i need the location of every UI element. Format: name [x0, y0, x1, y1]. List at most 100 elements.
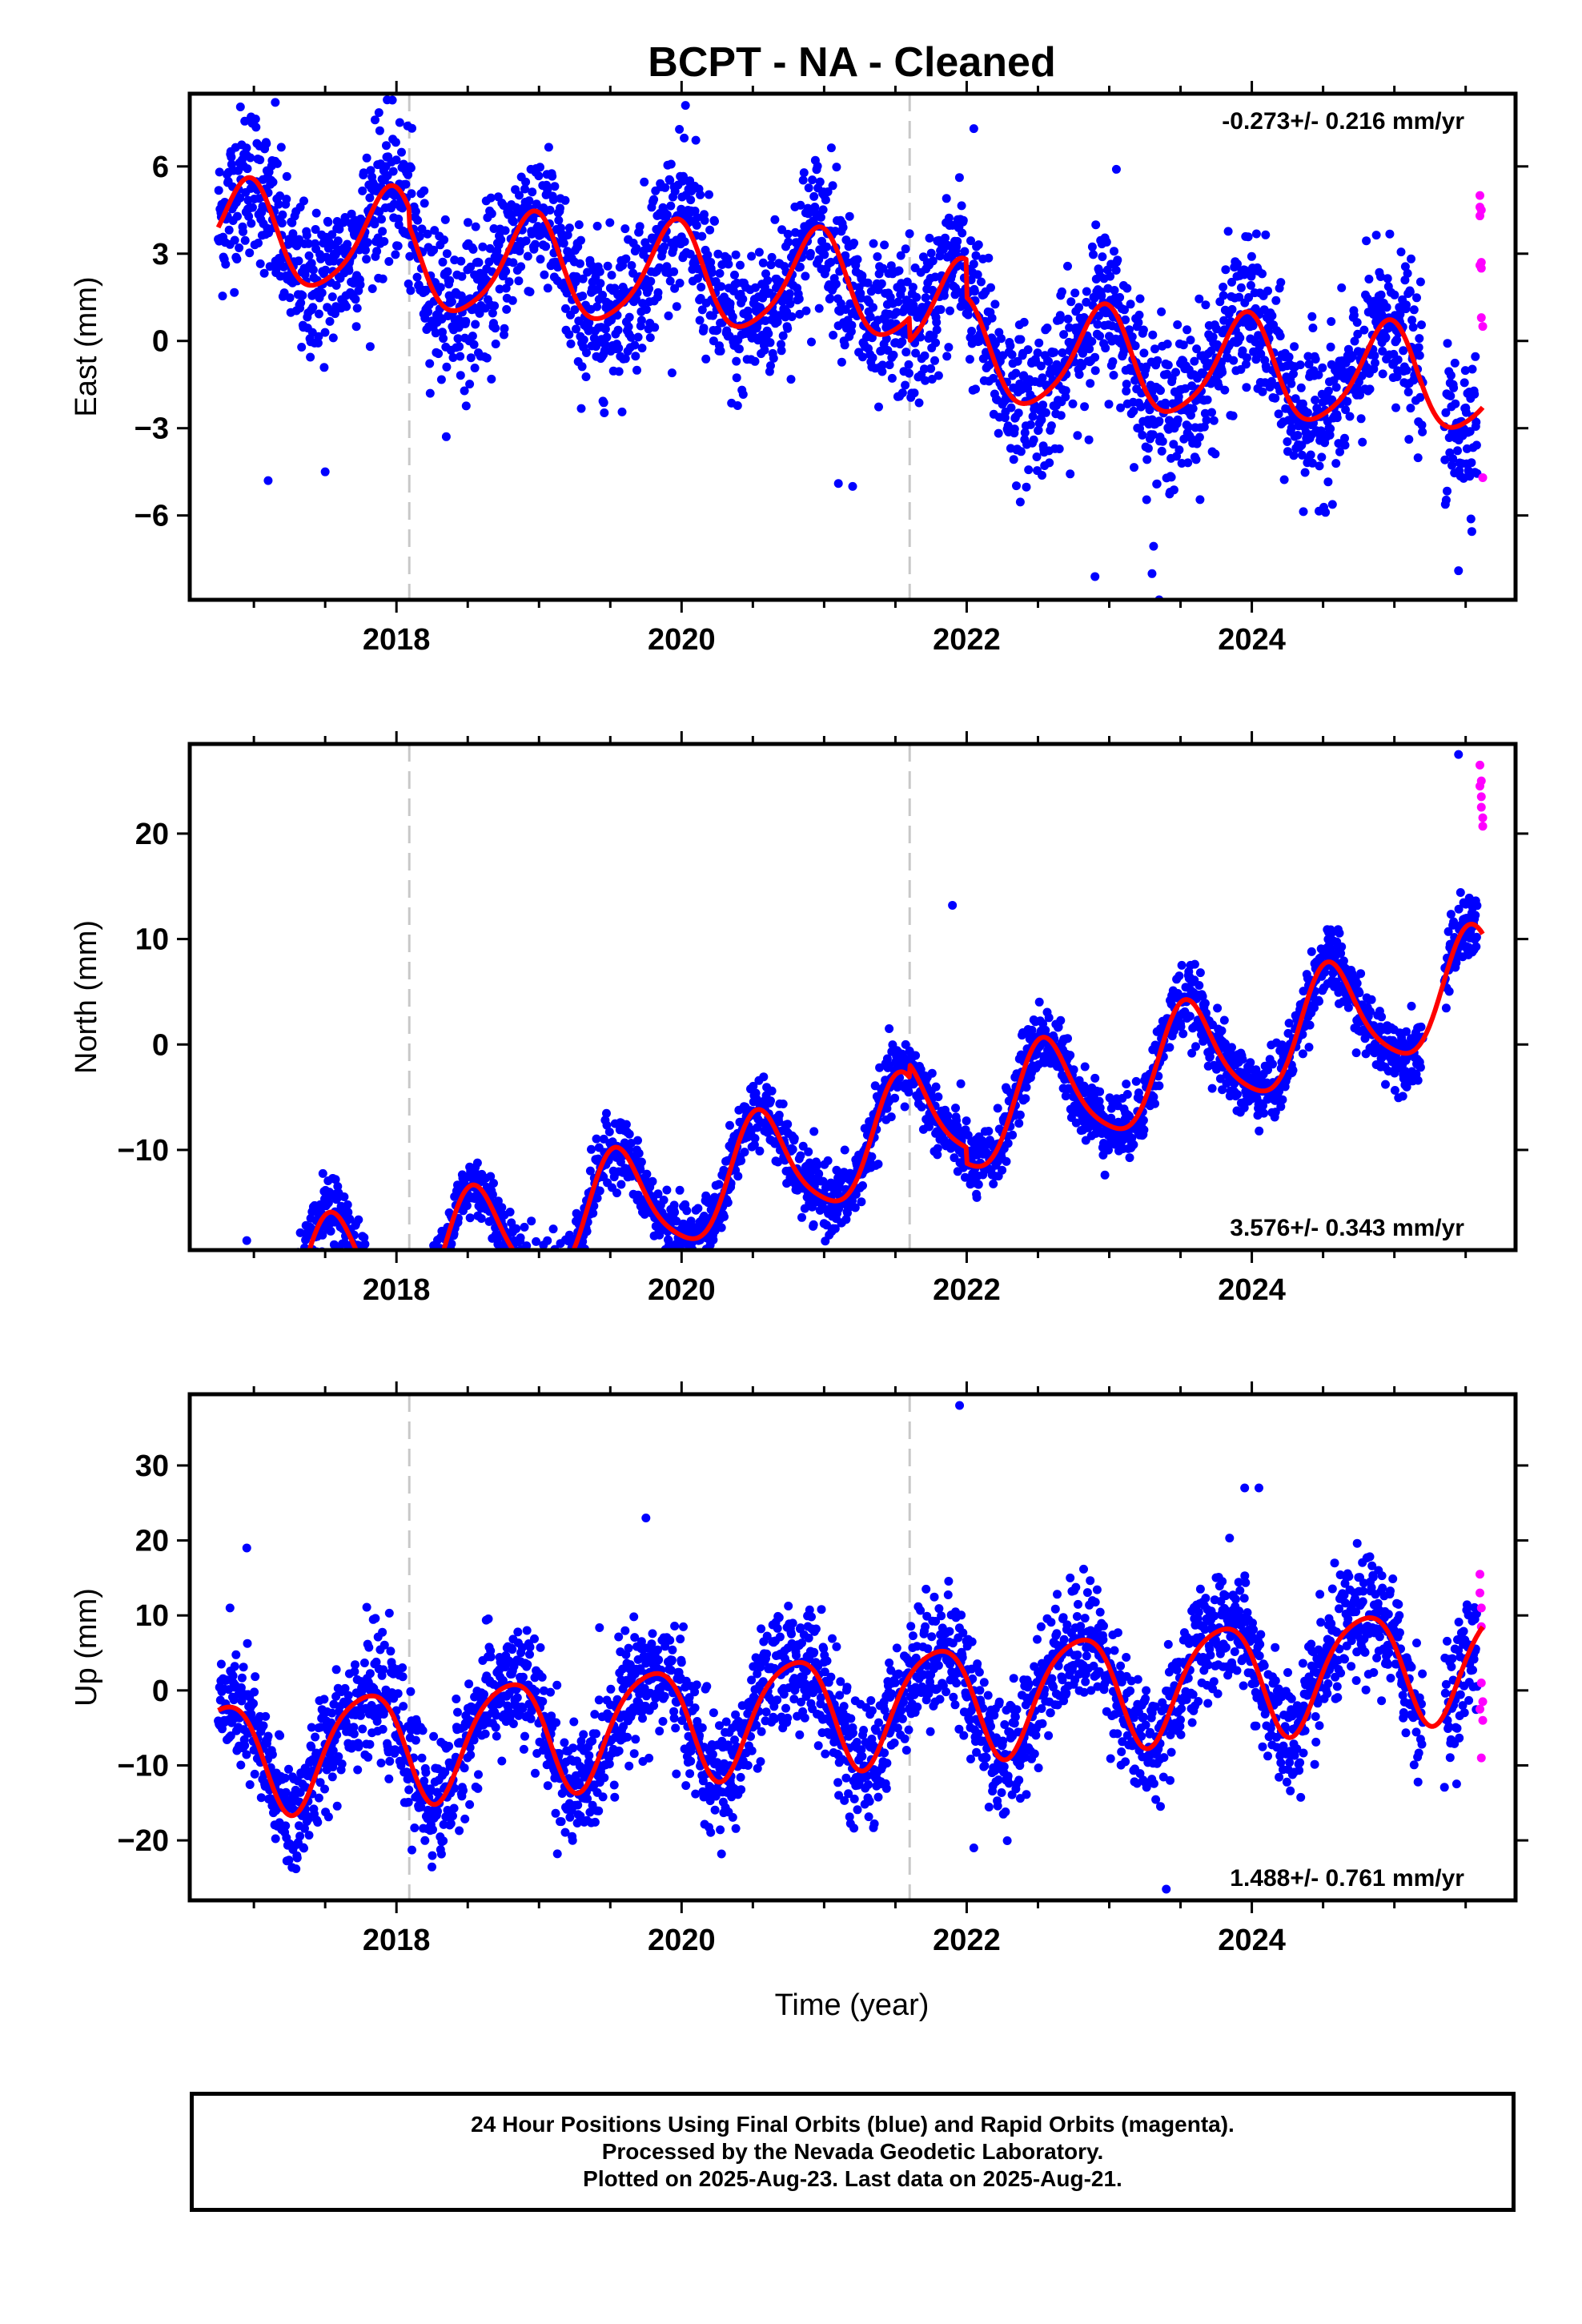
final-orbit-point [491, 340, 500, 348]
final-orbit-point [566, 1264, 575, 1273]
final-orbit-point [829, 331, 838, 340]
final-orbit-point [1407, 254, 1415, 263]
final-orbit-point [1371, 231, 1381, 240]
final-orbit-point [750, 356, 760, 366]
final-orbit-point [1122, 380, 1131, 389]
final-orbit-point [972, 1192, 982, 1202]
final-orbit-point [528, 1273, 537, 1281]
final-orbit-point [1143, 444, 1153, 453]
final-orbit-point [1022, 482, 1031, 492]
final-orbit-point [428, 1312, 437, 1321]
final-orbit-point [693, 213, 702, 223]
final-orbit-point [1089, 250, 1098, 259]
final-orbit-point [841, 235, 851, 245]
final-orbit-point [260, 1380, 269, 1389]
y-tick-label: 6 [152, 151, 169, 184]
final-orbit-point [419, 1313, 428, 1322]
final-orbit-point [562, 1253, 571, 1262]
final-orbit-point [429, 245, 439, 255]
final-orbit-point [784, 237, 793, 247]
final-orbit-point [1417, 320, 1426, 330]
final-orbit-point [655, 263, 665, 272]
final-orbit-point [343, 1200, 352, 1209]
final-orbit-point [764, 329, 773, 339]
final-orbit-point [1134, 310, 1144, 320]
final-orbit-point [413, 215, 423, 225]
final-orbit-point [560, 1273, 568, 1281]
final-orbit-point [908, 283, 917, 292]
final-orbit-point [1382, 303, 1391, 312]
final-orbit-point [958, 228, 967, 238]
final-orbit-point [1021, 1094, 1030, 1104]
final-orbit-point [557, 1289, 566, 1298]
final-orbit-point [984, 1127, 994, 1136]
final-orbit-point [540, 1281, 549, 1289]
final-orbit-point [1352, 318, 1362, 328]
final-orbit-point [1126, 300, 1135, 309]
final-orbit-point [355, 280, 365, 289]
final-orbit-point [287, 1308, 296, 1317]
final-orbit-point [778, 1100, 788, 1108]
final-orbit-point [607, 271, 616, 280]
final-orbit-point [242, 143, 251, 153]
final-orbit-point [215, 1303, 223, 1312]
final-orbit-point [512, 1253, 521, 1262]
final-orbit-point [1139, 348, 1149, 358]
final-orbit-point [576, 235, 585, 245]
final-orbit-point [823, 1156, 833, 1165]
final-orbit-point [738, 295, 748, 304]
final-orbit-point [442, 362, 452, 372]
final-orbit-point [912, 292, 921, 302]
final-orbit-point [693, 1265, 701, 1273]
final-orbit-point [1127, 332, 1137, 341]
final-orbit-point [936, 305, 946, 314]
final-orbit-point [358, 186, 367, 195]
final-orbit-point [295, 1285, 303, 1294]
final-orbit-point [943, 1111, 953, 1120]
final-orbit-point [1027, 1025, 1037, 1035]
final-orbit-point [1093, 320, 1102, 329]
final-orbit-point [1263, 286, 1272, 296]
outlier-point [320, 467, 330, 476]
final-orbit-point [713, 325, 722, 335]
final-orbit-point [605, 218, 615, 227]
final-orbit-point [280, 1301, 289, 1310]
final-orbit-point [863, 278, 873, 287]
final-orbit-point [523, 1269, 532, 1277]
final-orbit-point [787, 312, 797, 321]
final-orbit-point [958, 215, 968, 225]
final-orbit-point [567, 1280, 576, 1289]
final-orbit-point [680, 133, 689, 143]
final-orbit-point [1061, 1092, 1070, 1101]
final-orbit-point [1108, 357, 1118, 367]
final-orbit-point [356, 1255, 365, 1264]
final-orbit-point [285, 293, 295, 303]
outlier-point [247, 112, 256, 122]
final-orbit-point [366, 166, 375, 175]
final-orbit-point [436, 283, 445, 292]
final-orbit-point [1061, 392, 1070, 402]
final-orbit-point [563, 231, 572, 239]
final-orbit-point [521, 1255, 530, 1264]
final-orbit-point [514, 1262, 523, 1271]
final-orbit-point [1306, 450, 1315, 460]
final-orbit-point [362, 1259, 371, 1268]
final-orbit-point [411, 1307, 420, 1316]
final-orbit-point [877, 367, 887, 376]
final-orbit-point [230, 287, 239, 297]
final-orbit-point [1378, 347, 1387, 356]
final-orbit-point [555, 1258, 564, 1267]
final-orbit-point [774, 1110, 784, 1120]
final-orbit-point [425, 359, 435, 368]
final-orbit-point [545, 205, 555, 215]
final-orbit-point [405, 1309, 414, 1317]
final-orbit-point [1056, 1015, 1066, 1025]
final-orbit-point [1015, 1110, 1025, 1120]
final-orbit-point [552, 1298, 560, 1307]
final-orbit-point [352, 1269, 361, 1278]
final-orbit-point [417, 224, 427, 234]
final-orbit-point [1402, 300, 1411, 310]
final-orbit-point [614, 367, 624, 376]
final-orbit-point [932, 318, 942, 327]
